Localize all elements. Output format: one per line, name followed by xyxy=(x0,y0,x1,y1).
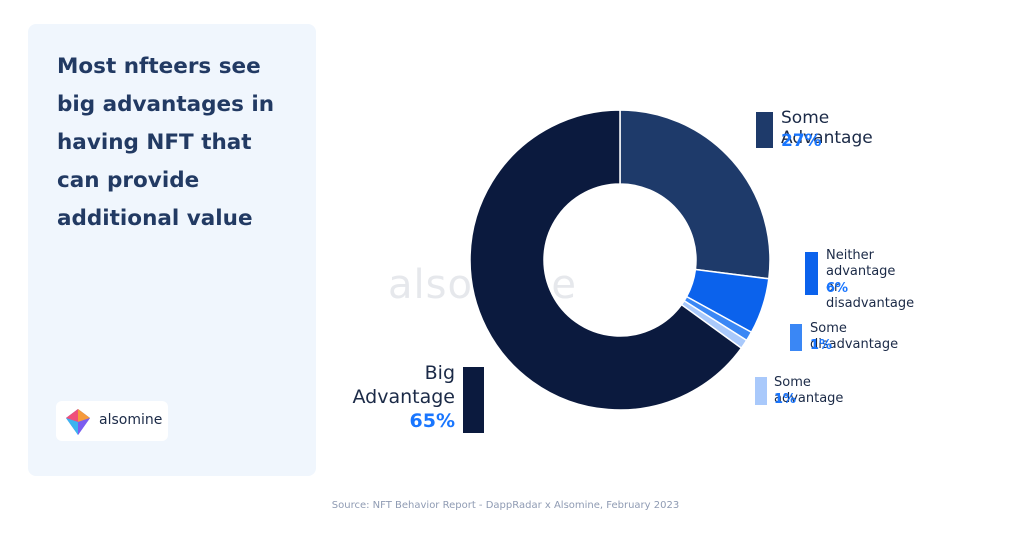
legend-value-some-disadvantage: 1% xyxy=(810,338,833,353)
legend-label-some-advantage: Some Advantage xyxy=(781,108,873,148)
legend-swatch-some-disadvantage xyxy=(790,324,802,351)
alsomine-logo-icon xyxy=(66,409,90,435)
legend-value-big-advantage: 65% xyxy=(409,410,455,432)
headline-card: Most nfteers see big advantages in havin… xyxy=(28,24,316,476)
legend-label-neither: Neither advantage or disadvantage xyxy=(826,248,915,311)
legend-swatch-big-advantage xyxy=(463,367,484,433)
legend-swatch-some-advantage-small xyxy=(755,377,767,405)
legend-label-some-disadvantage: Some disadvantage xyxy=(810,321,899,352)
brand-name: alsomine xyxy=(99,412,163,428)
legend-value-some-advantage-small: 1% xyxy=(774,392,797,407)
source-note: Source: NFT Behavior Report - DappRadar … xyxy=(331,500,680,511)
legend-label-big-advantage: Big Advantage xyxy=(352,362,456,408)
legend-value-some-advantage: 27% xyxy=(781,131,822,151)
legend-label-some-advantage-small: Some advantage xyxy=(774,375,844,406)
slice-big-advantage xyxy=(469,109,743,411)
donut-chart xyxy=(469,109,771,411)
legend-value-neither: 6% xyxy=(826,281,849,296)
legend-swatch-some-advantage xyxy=(756,112,773,148)
brand-logo-chip: alsomine xyxy=(56,401,168,441)
slice-some-advantage xyxy=(619,109,771,280)
headline: Most nfteers see big advantages in havin… xyxy=(57,54,275,231)
legend-swatch-neither xyxy=(805,252,818,295)
